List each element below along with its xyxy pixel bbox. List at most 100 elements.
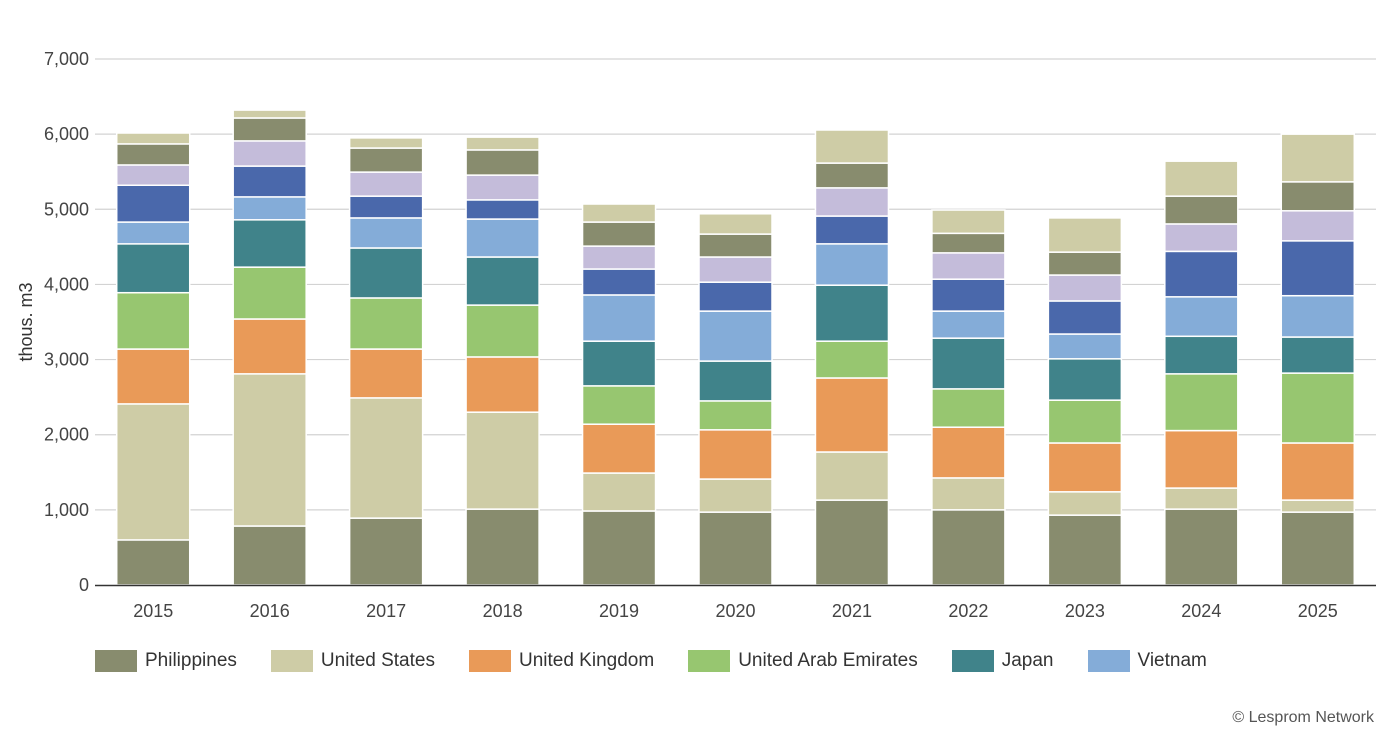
y-tick-label: 7,000 (44, 49, 89, 69)
x-tick-label: 2019 (599, 601, 639, 621)
bar-segment (1280, 210, 1356, 242)
legend: Philippines United States United Kingdom Un… (95, 650, 1241, 672)
bar-segment (1047, 358, 1123, 401)
bar-segment (232, 109, 307, 119)
bars (115, 109, 1356, 586)
x-tick-label: 2021 (832, 601, 872, 621)
bar-segment (581, 472, 657, 512)
legend-swatch (468, 650, 511, 672)
bar-stack-2019 (581, 203, 657, 586)
bar-stack-2018 (465, 136, 540, 586)
bar-segment (348, 297, 424, 350)
bar-segment (1164, 160, 1239, 197)
x-tick-label: 2022 (948, 601, 988, 621)
legend-label: Japan (1001, 650, 1054, 671)
bar-segment (1164, 195, 1239, 225)
bar-segment (581, 294, 657, 342)
legend-item[interactable]: Japan (951, 650, 1054, 672)
bar-segment (232, 525, 307, 586)
bar-segment (115, 243, 191, 294)
bar-segment (348, 195, 424, 219)
y-tick-label: 6,000 (44, 124, 89, 144)
bar-segment (814, 377, 890, 453)
legend-label: United Kingdom (518, 650, 655, 671)
bar-segment (698, 310, 773, 362)
bar-segment (115, 403, 191, 541)
bar-segment (698, 429, 773, 480)
bar-segment (348, 147, 424, 173)
bar-segment (698, 400, 773, 431)
bar-stack-2021 (814, 129, 890, 586)
legend-item[interactable]: United Kingdom (468, 650, 655, 672)
bar-segment (1280, 240, 1356, 297)
stacked-bar-chart: 0 1,000 2,000 3,000 4,000 5,000 6,000 7,000 tho… (16, 49, 1376, 621)
x-tick-label: 2020 (715, 601, 755, 621)
x-tick-label: 2024 (1181, 601, 1221, 621)
bar-segment (698, 360, 773, 402)
bar-segment (931, 509, 1006, 586)
bar-stack-2016 (232, 109, 307, 586)
bar-segment (348, 517, 424, 586)
bar-segment (465, 136, 540, 151)
bar-stack-2020 (698, 213, 773, 586)
x-tick-label: 2025 (1298, 601, 1338, 621)
legend-label: Vietnam (1137, 650, 1207, 671)
bar-stack-2015 (115, 132, 191, 586)
bar-segment (814, 243, 890, 286)
bar-segment (1164, 508, 1239, 586)
bar-segment (814, 215, 890, 245)
bar-segment (232, 266, 307, 320)
legend-item[interactable]: United States (270, 650, 435, 672)
bar-segment (1047, 251, 1123, 276)
bar-segment (581, 221, 657, 247)
bar-segment (814, 499, 890, 586)
bar-segment (581, 385, 657, 425)
legend-swatch (95, 650, 137, 672)
x-tick-label: 2018 (483, 601, 523, 621)
bar-segment (1280, 442, 1356, 501)
bar-segment (348, 217, 424, 249)
y-tick-label: 4,000 (44, 274, 89, 294)
bar-segment (1047, 217, 1123, 253)
bar-segment (814, 187, 890, 217)
legend-item[interactable]: Vietnam (1087, 650, 1207, 672)
bar-segment (581, 340, 657, 387)
x-tick-label: 2023 (1065, 601, 1105, 621)
bar-stack-2024 (1164, 160, 1239, 586)
bar-segment (232, 196, 307, 221)
bar-segment (1280, 372, 1356, 444)
bar-segment (1280, 511, 1356, 586)
bar-segment (1164, 296, 1239, 338)
bar-segment (581, 510, 657, 586)
bar-segment (348, 137, 424, 149)
y-tick-label: 0 (79, 575, 89, 595)
bar-segment (1280, 499, 1356, 513)
legend-item[interactable]: United Arab Emirates (688, 650, 918, 672)
legend-swatch (1087, 650, 1130, 672)
credit-text: © Lesprom Network (1232, 709, 1374, 726)
bar-segment (1280, 336, 1356, 374)
bar-segment (1164, 373, 1239, 432)
bar-segment (581, 245, 657, 270)
bar-segment (465, 304, 540, 358)
bar-segment (465, 149, 540, 176)
bar-segment (465, 411, 540, 510)
bar-segment (348, 171, 424, 197)
bar-stack-2017 (348, 137, 424, 586)
legend-item[interactable]: Philippines (95, 650, 237, 672)
bar-segment (115, 132, 191, 145)
bar-segment (232, 318, 307, 375)
bar-segment (232, 117, 307, 142)
bar-stack-2025 (1280, 133, 1356, 586)
bar-segment (698, 233, 773, 258)
bar-segment (115, 143, 191, 166)
bar-segment (931, 252, 1006, 280)
bar-stack-2022 (931, 209, 1006, 586)
y-tick-label: 5,000 (44, 199, 89, 219)
bar-segment (931, 388, 1006, 428)
bar-segment (698, 256, 773, 283)
bar-segment (1164, 429, 1239, 489)
bar-segment (698, 511, 773, 586)
bar-segment (1047, 333, 1123, 360)
x-axis-ticks: 2015 2016 2017 2018 2019 2020 2021 2022 2023 2024… (133, 601, 1338, 621)
